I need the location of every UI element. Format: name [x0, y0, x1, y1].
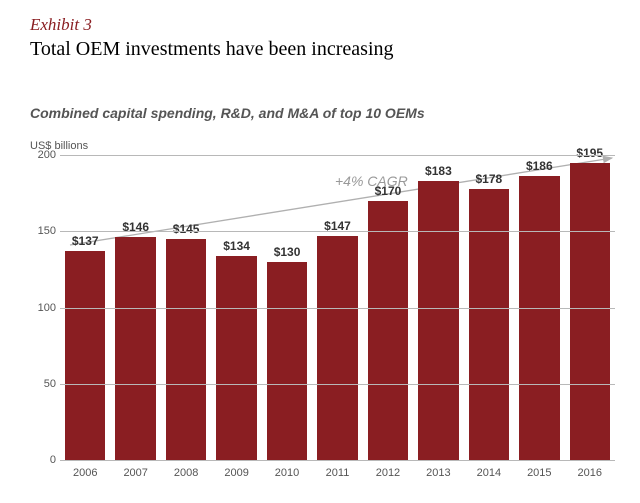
bar: $178 [469, 189, 509, 460]
page-title: Total OEM investments have been increasi… [30, 38, 394, 61]
bar: $137 [65, 251, 105, 460]
gridline [60, 308, 615, 309]
x-tick-label: 2015 [514, 467, 564, 479]
bar-value-label: $170 [368, 184, 408, 198]
x-tick-label: 2014 [464, 467, 514, 479]
chart-subtitle: Combined capital spending, R&D, and M&A … [30, 105, 425, 121]
x-tick-label: 2009 [211, 467, 261, 479]
bar-value-label: $178 [469, 172, 509, 186]
chart-area: +4% CAGR $137$146$145$134$130$147$170$18… [60, 155, 615, 460]
bar: $134 [216, 256, 256, 460]
bar-value-label: $183 [418, 164, 458, 178]
x-tick-label: 2013 [413, 467, 463, 479]
x-tick-label: 2008 [161, 467, 211, 479]
bar: $147 [317, 236, 357, 460]
bar-value-label: $145 [166, 222, 206, 236]
x-tick-label: 2007 [110, 467, 160, 479]
y-tick-label: 150 [32, 225, 56, 237]
x-tick-label: 2006 [60, 467, 110, 479]
x-tick-label: 2010 [262, 467, 312, 479]
bar-value-label: $146 [115, 220, 155, 234]
bar: $195 [570, 163, 610, 460]
gridline [60, 384, 615, 385]
y-tick-label: 200 [32, 149, 56, 161]
gridline [60, 460, 615, 461]
bar-value-label: $186 [519, 159, 559, 173]
bar: $183 [418, 181, 458, 460]
x-tick-label: 2011 [312, 467, 362, 479]
bar-value-label: $137 [65, 234, 105, 248]
gridline [60, 155, 615, 156]
y-tick-label: 0 [32, 454, 56, 466]
gridline [60, 231, 615, 232]
bar-value-label: $134 [216, 239, 256, 253]
bar: $146 [115, 237, 155, 460]
bar-value-label: $130 [267, 245, 307, 259]
exhibit-label: Exhibit 3 [30, 15, 92, 35]
bar: $145 [166, 239, 206, 460]
bar: $186 [519, 176, 559, 460]
bar: $170 [368, 201, 408, 460]
y-tick-label: 50 [32, 378, 56, 390]
bar: $130 [267, 262, 307, 460]
bar-value-label: $195 [570, 146, 610, 160]
y-tick-label: 100 [32, 302, 56, 314]
x-tick-label: 2016 [565, 467, 615, 479]
x-tick-label: 2012 [363, 467, 413, 479]
